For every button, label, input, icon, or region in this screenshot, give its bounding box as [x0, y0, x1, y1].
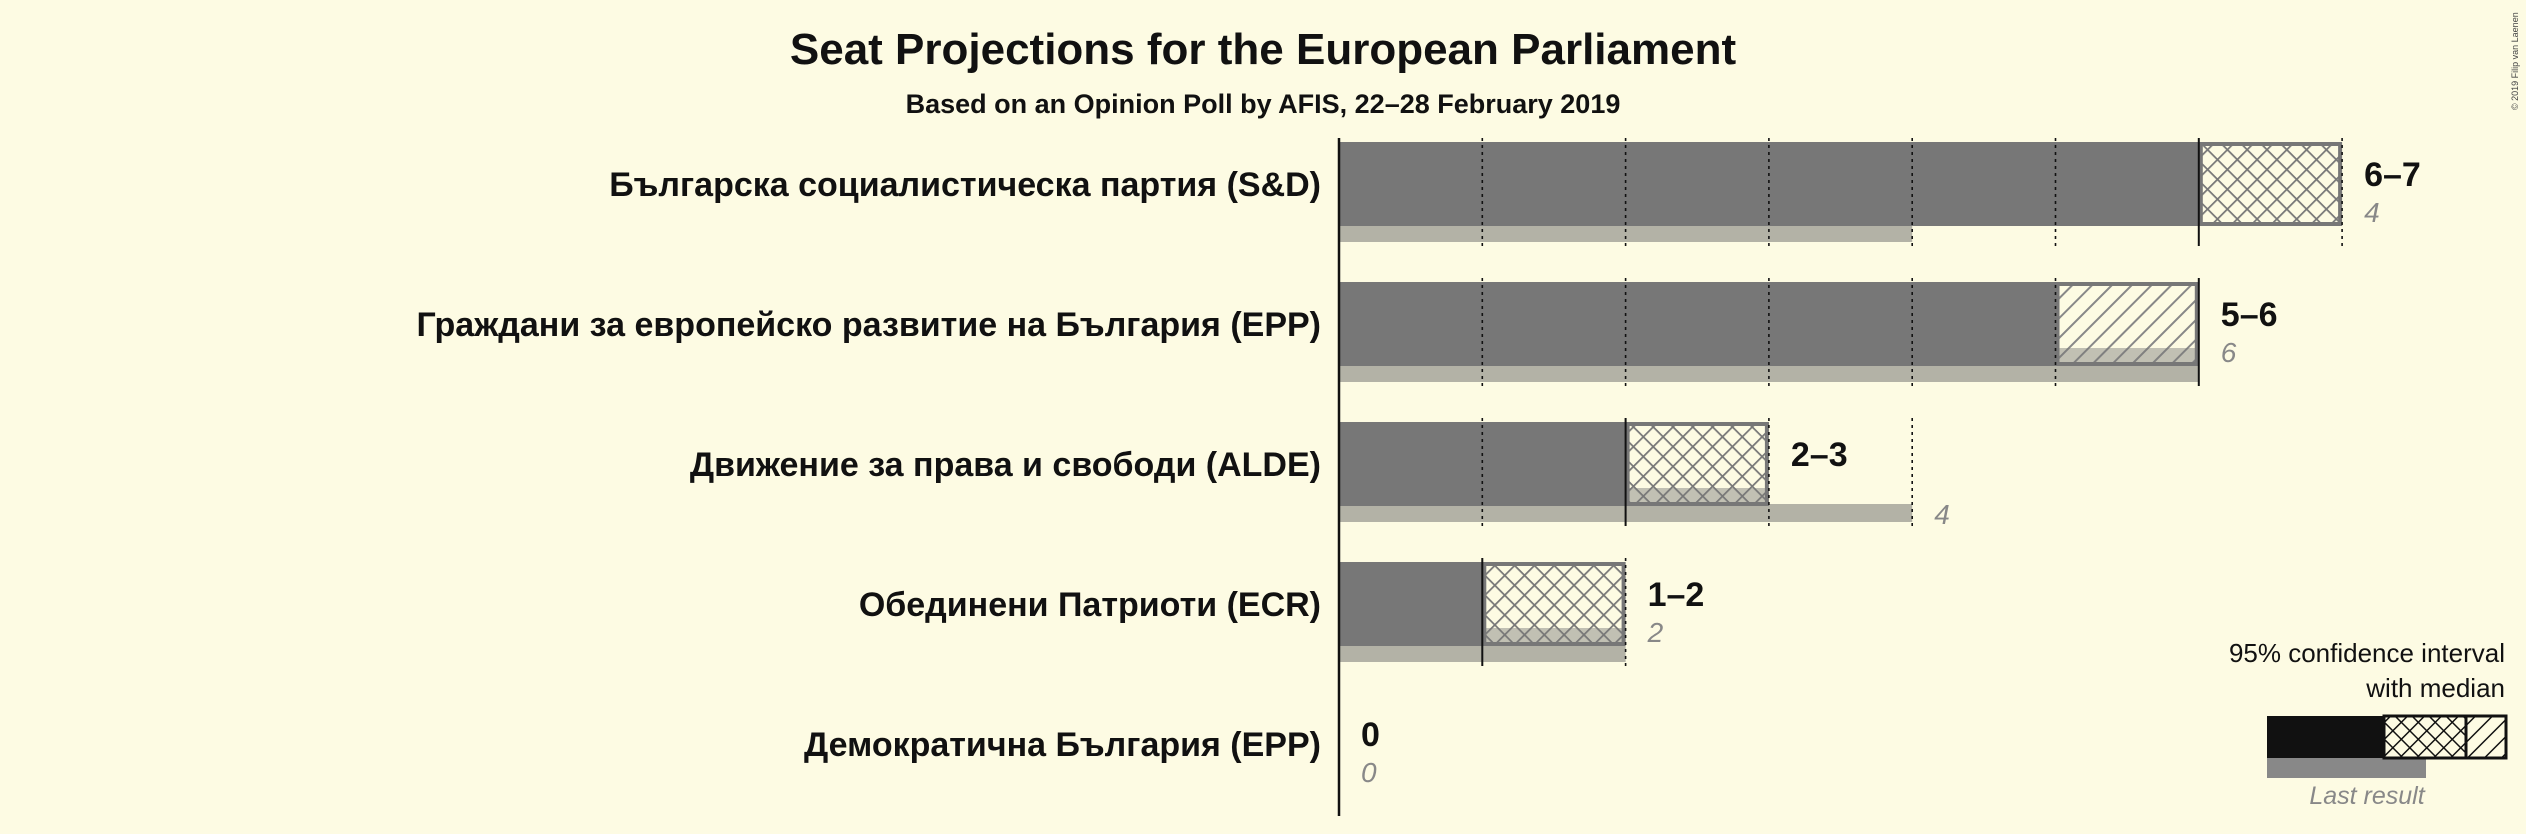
last-result-label: 0: [1361, 757, 1377, 788]
last-result-label: 4: [1934, 499, 1950, 530]
seat-bar-solid: [1339, 422, 1626, 506]
last-result-label: 6: [2221, 337, 2237, 368]
seat-bar-solid: [1339, 562, 1483, 646]
legend-bar-solid: [2267, 716, 2384, 758]
range-label: 1–2: [1648, 576, 1705, 614]
legend-title-line1: 95% confidence interval: [2229, 638, 2505, 668]
ci-outline: [2198, 142, 2343, 226]
seat-bar-solid: [1339, 142, 2199, 226]
plot-area: Българска социалистическа партия (S&D) 6–…: [417, 138, 2421, 816]
ci-outline: [1482, 562, 1626, 646]
range-label: 5–6: [2221, 296, 2278, 334]
last-result-overlap: [1482, 628, 1626, 646]
ci-upper-hatch: [1482, 562, 1626, 646]
ci-upper-hatch: [1625, 422, 1769, 506]
last-result-label: 4: [2364, 197, 2380, 228]
ci-upper-hatch: [2198, 142, 2343, 226]
ci-lower-hatch: [2055, 282, 2199, 366]
range-label: 0: [1361, 716, 1380, 754]
legend-last-result-label: Last result: [2309, 782, 2425, 810]
legend: 95% confidence interval with median Last…: [2229, 638, 2508, 810]
legend-bar-crosshatch: [2382, 714, 2468, 760]
last-result-bar: [1339, 364, 2199, 382]
last-result-overlap: [2055, 348, 2199, 366]
range-label: 2–3: [1791, 436, 1848, 474]
legend-title-line2: with median: [2365, 673, 2505, 703]
party-label: Движение за права и свободи (ALDE): [690, 446, 1321, 484]
copyright-note: © 2019 Filip van Laenen: [2510, 12, 2520, 110]
last-result-overlap: [1625, 488, 1769, 506]
party-label: Обединени Патриоти (ECR): [859, 586, 1321, 624]
party-label: Демократична България (EPP): [804, 726, 1321, 764]
last-result-bar: [1339, 224, 1913, 242]
party-label: Българска социалистическа партия (S&D): [609, 166, 1321, 204]
party-label: Граждани за европейско развитие на Бълга…: [417, 306, 1321, 344]
chart-subtitle: Based on an Opinion Poll by AFIS, 22–28 …: [906, 89, 1621, 119]
ci-outline: [1625, 422, 1769, 506]
legend-bar-hatch: [2464, 714, 2508, 760]
range-label: 6–7: [2364, 156, 2421, 194]
chart-title: Seat Projections for the European Parlia…: [790, 25, 1737, 74]
seat-bar-solid: [1339, 282, 2056, 366]
last-result-label: 2: [1647, 617, 1664, 648]
ci-outline: [2055, 282, 2199, 366]
